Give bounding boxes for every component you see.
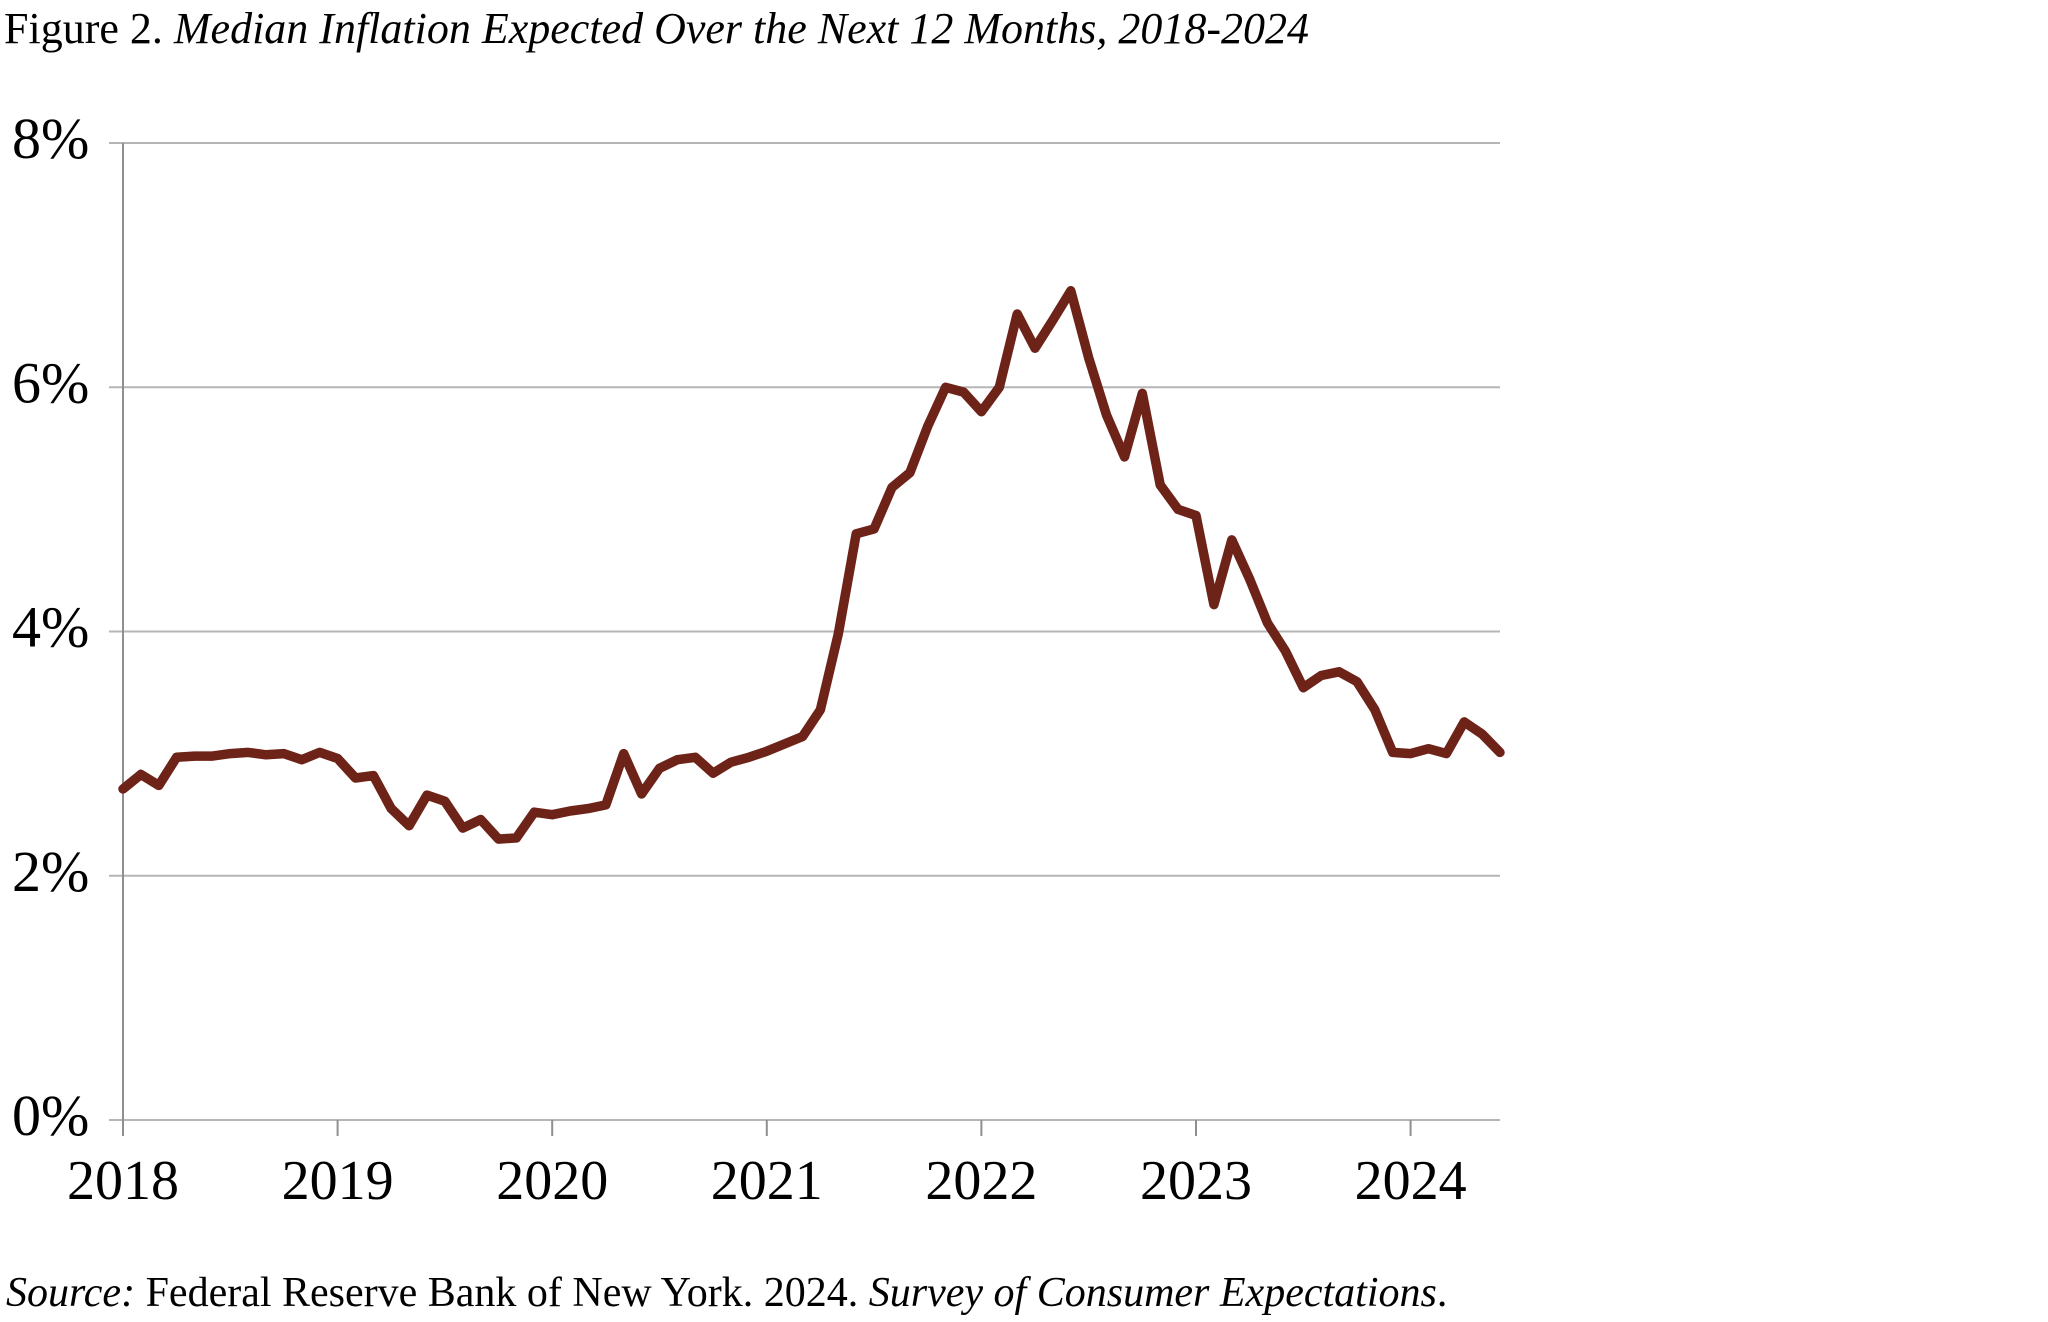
x-tick-label-2019: 2019 [282,1150,394,1212]
x-tick-label-2020: 2020 [496,1150,608,1212]
y-tick-label-6%: 6% [12,350,89,415]
x-tick-label-2023: 2023 [1140,1150,1252,1212]
source-publication: Survey of Consumer Expectations [868,1270,1437,1316]
figure-title-text: Median Inflation Expected Over the Next … [162,4,1310,53]
x-tick-label-2021: 2021 [711,1150,823,1212]
x-tick-label-2024: 2024 [1355,1150,1467,1212]
figure-title: Figure 2. Median Inflation Expected Over… [4,4,1309,55]
figure-number-label: Figure 2. [4,4,163,53]
x-tick-label-2022: 2022 [925,1150,1037,1212]
y-tick-label-4%: 4% [12,595,89,660]
inflation-expectations-line [118,286,1505,844]
y-tick-label-2%: 2% [12,839,89,904]
source-text: Federal Reserve Bank of New York. 2024. [135,1270,869,1316]
source-label: Source: [6,1270,136,1316]
source-period: . [1436,1270,1448,1316]
source-note: Source: Federal Reserve Bank of New York… [6,1268,1447,1318]
y-tick-label-8%: 8% [12,106,89,171]
y-tick-label-0%: 0% [12,1083,89,1148]
x-tick-label-2018: 2018 [67,1150,179,1212]
